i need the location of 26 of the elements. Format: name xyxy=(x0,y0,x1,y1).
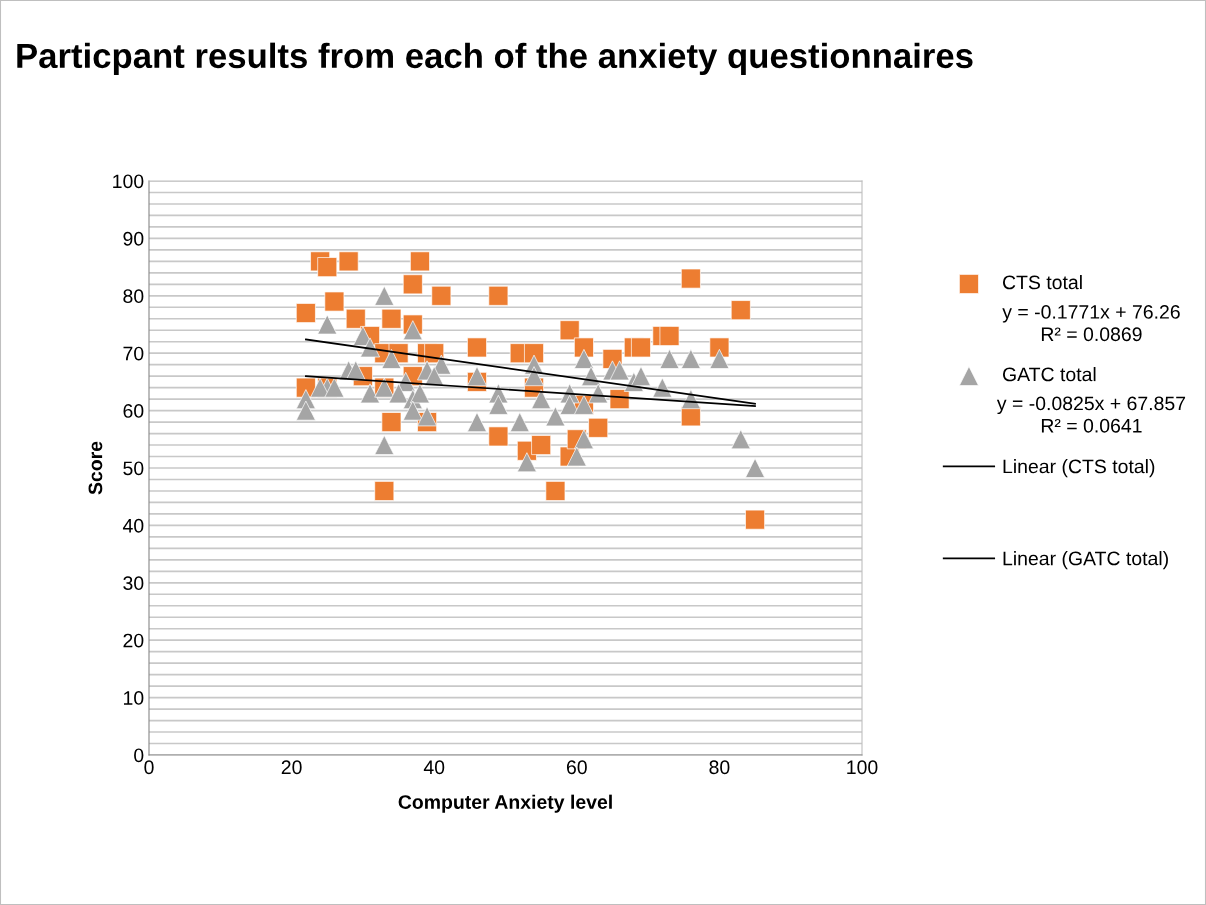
y-tick-label: 70 xyxy=(123,346,144,361)
y-tick-label: 90 xyxy=(123,231,144,246)
text: y = -0.1771x + 76.26 R² = 0.0869 xyxy=(1002,305,1180,342)
legend-label: CTS total xyxy=(1002,274,1082,290)
x-tick-label: 20 xyxy=(281,760,302,775)
y-tick-label: 80 xyxy=(123,289,144,304)
legend-label: Linear (CTS total) xyxy=(1003,459,1155,478)
y-tick-label: 30 xyxy=(123,576,144,591)
legend-label: GATC total xyxy=(1002,367,1096,382)
y-axis-title: Score xyxy=(88,441,103,495)
x-axis-title: Computer Anxiety level xyxy=(398,794,612,813)
y-tick-label: 0 xyxy=(134,748,144,763)
x-tick-label: 100 xyxy=(847,760,878,775)
x-tick-label: 0 xyxy=(144,760,154,775)
x-tick-label: 40 xyxy=(423,760,445,775)
y-tick-label: 100 xyxy=(113,174,144,189)
y-tick-label: 60 xyxy=(123,404,144,418)
y-tick-label: 50 xyxy=(123,461,144,476)
x-tick-label: 60 xyxy=(566,760,587,775)
legend-label: Linear (GATC total) xyxy=(1003,551,1168,570)
text: y = -0.0825x + 67.857 R² = 0.0641 xyxy=(996,396,1186,433)
y-tick-label: 20 xyxy=(123,633,144,648)
y-tick-label: 10 xyxy=(124,691,144,705)
x-tick-label: 80 xyxy=(709,760,730,775)
chart-title: Particpant results from each of the anxiety questionnaires xyxy=(17,42,973,76)
y-tick-label: 40 xyxy=(122,518,144,533)
